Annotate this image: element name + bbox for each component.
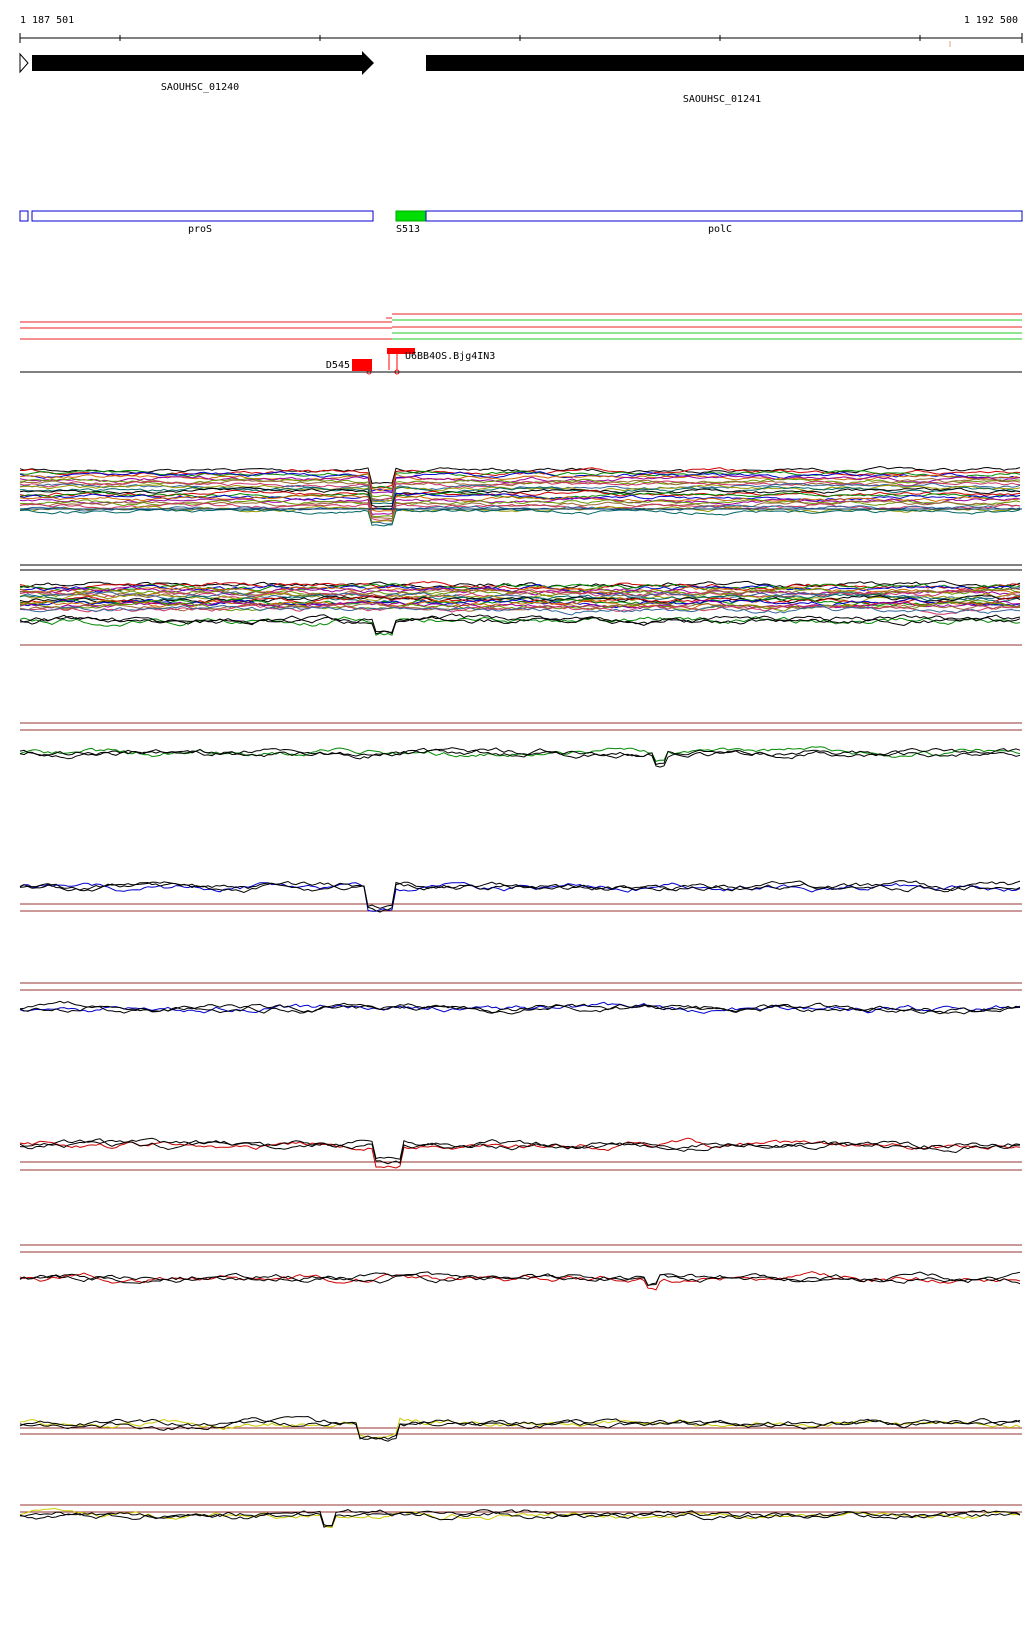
gene-arrow-saouhsc-01241[interactable]: [426, 55, 1024, 71]
profile-trace: [19, 599, 1021, 610]
profile-trace: [19, 597, 1021, 608]
profile-trace: [19, 494, 1021, 512]
profile-track-7: [19, 1415, 1022, 1442]
gene-arrow-saouhsc-01240[interactable]: [32, 51, 374, 75]
feature-block-d545[interactable]: [352, 359, 372, 371]
gene-label-saouhsc-01240: SAOUHSC_01240: [161, 82, 239, 93]
signal-trace: [19, 1137, 1021, 1169]
annotation-box-pros[interactable]: [31, 210, 374, 222]
multi-profile-track-2: [19, 564, 1022, 616]
signal-trace: [19, 1271, 1021, 1286]
profile-trace: [19, 498, 1021, 518]
profile-track-4: [19, 982, 1022, 1015]
profile-trace: [19, 580, 1021, 590]
alignment-lines-track: [20, 313, 1022, 340]
gene-label-saouhsc-01241: SAOUHSC_01241: [683, 94, 761, 105]
profile-trace: [20, 467, 1021, 489]
multi-profile-track: [19, 465, 1022, 527]
signal-trace: [19, 1415, 1021, 1442]
profile-trace: [19, 603, 1021, 615]
profile-track-6: [19, 1244, 1022, 1291]
profile-trace: [19, 482, 1021, 502]
annotation-box-polc[interactable]: [425, 210, 1023, 222]
feature-label-u6bb4os: U6BB4OS.Bjg4IN3: [405, 351, 495, 362]
signal-trace: [19, 1418, 1021, 1440]
profile-trace: [20, 486, 1021, 505]
annotation-track: proS S513 polC: [19, 210, 1023, 235]
profile-trace: [19, 471, 1021, 492]
signal-trace: [19, 1271, 1021, 1287]
feature-block-u6bb4os[interactable]: [387, 348, 415, 354]
profile-trace: [19, 500, 1021, 520]
profile-trace: [19, 480, 1021, 502]
profile-trace: [19, 583, 1021, 592]
signal-trace: [19, 747, 1021, 768]
profile-trace: [19, 502, 1021, 522]
ruler-end-label: 1 192 500: [964, 15, 1018, 26]
profile-trace: [19, 491, 1021, 511]
annotation-label-polc: polC: [708, 224, 732, 235]
profile-track-3: [19, 880, 1022, 913]
annotation-box-fragment[interactable]: [19, 210, 29, 222]
profile-track-8: [19, 1504, 1022, 1529]
profile-trace: [19, 473, 1021, 492]
feature-label-d545: D545: [326, 360, 350, 371]
signal-trace: [19, 880, 1021, 913]
profile-trace: [19, 489, 1021, 511]
profile-track-5: [19, 1137, 1022, 1171]
feature-track: D545 U6BB4OS.Bjg4IN3: [20, 348, 1022, 375]
signal-trace: [19, 1137, 1021, 1165]
signal-trace: [19, 1003, 1021, 1015]
gene-fragment-arrow[interactable]: [19, 52, 29, 74]
profile-trace: [19, 604, 1021, 616]
annotation-label-pros: proS: [188, 224, 212, 235]
profile-track-1: [19, 613, 1022, 646]
annotation-box-s513[interactable]: [395, 210, 427, 222]
signal-trace: [19, 1000, 1021, 1014]
profile-track-2: [19, 722, 1022, 768]
signal-trace: [19, 614, 1021, 635]
profile-trace: [19, 585, 1021, 594]
coordinate-ruler: 1 187 501 1 192 500: [19, 15, 1023, 47]
ruler-start-label: 1 187 501: [20, 15, 74, 26]
profile-trace: [19, 599, 1021, 610]
profile-trace: [19, 504, 1021, 525]
profile-trace: [19, 594, 1021, 604]
signal-trace: [19, 613, 1021, 633]
profile-trace: [19, 508, 1021, 527]
signal-trace: [19, 1509, 1021, 1528]
signal-trace: [19, 746, 1021, 763]
profile-trace: [19, 469, 1021, 490]
profile-tracks: [19, 613, 1022, 1529]
profile-trace: [19, 591, 1021, 602]
profile-trace: [19, 474, 1021, 494]
signal-trace: [19, 747, 1021, 765]
annotation-label-s513: S513: [396, 224, 420, 235]
gene-track: SAOUHSC_01240 SAOUHSC_01241: [19, 51, 1024, 105]
